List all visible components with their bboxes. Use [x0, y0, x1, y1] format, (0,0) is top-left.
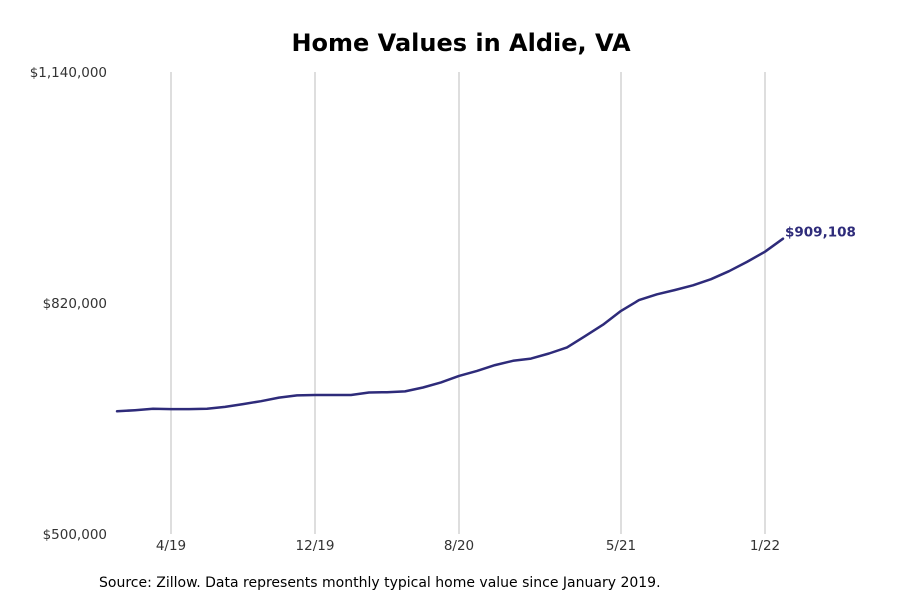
chart-title: Home Values in Aldie, VA	[291, 29, 630, 57]
y-axis-ticks: $500,000 $820,000 $1,140,000	[30, 65, 107, 543]
x-tick-label: 4/19	[156, 538, 186, 554]
x-axis-ticks: 4/19 12/19 8/20 5/21 1/22	[156, 538, 780, 554]
latest-value-label: $909,108	[785, 225, 856, 241]
y-tick-label: $1,140,000	[30, 65, 107, 81]
x-tick-label: 5/21	[606, 538, 636, 554]
source-note: Source: Zillow. Data represents monthly …	[99, 575, 661, 591]
x-tick-label: 1/22	[750, 538, 780, 554]
x-tick-label: 12/19	[296, 538, 335, 554]
y-tick-label: $820,000	[43, 296, 107, 312]
home-value-line	[115, 237, 785, 413]
grid-lines	[170, 72, 766, 534]
y-tick-label: $500,000	[43, 527, 107, 543]
x-tick-label: 8/20	[444, 538, 474, 554]
